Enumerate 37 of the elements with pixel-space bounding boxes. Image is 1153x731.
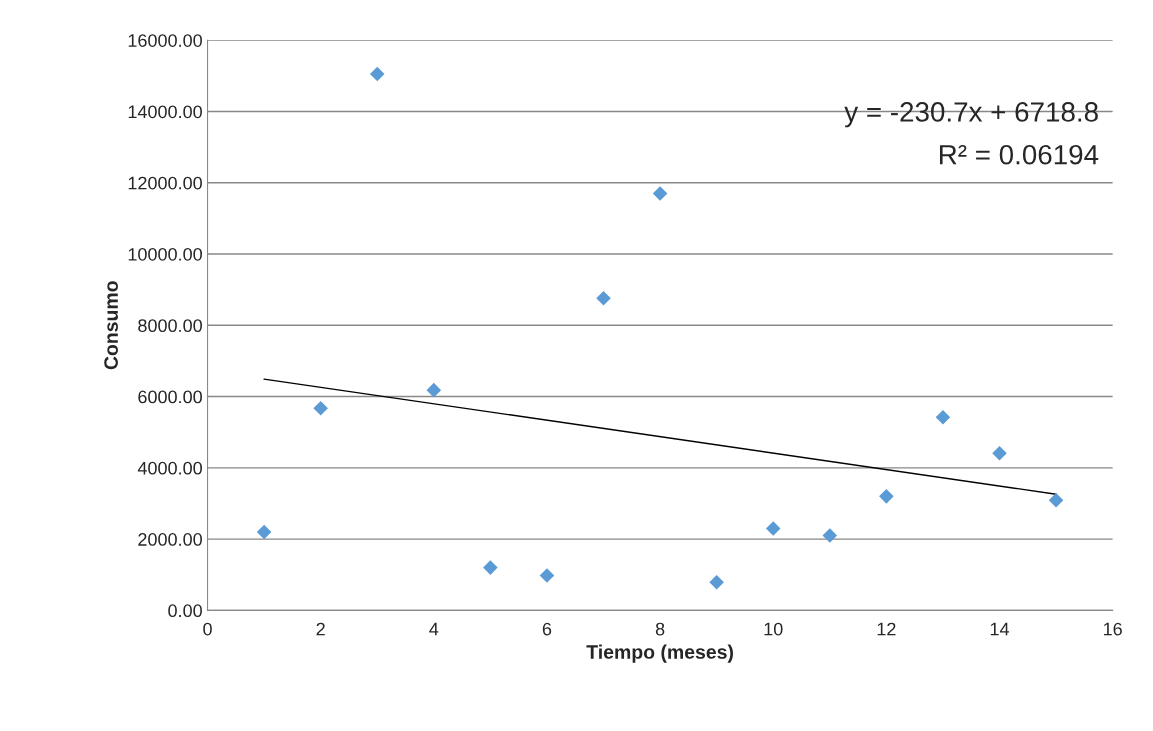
- x-axis-title: Tiempo (meses): [586, 644, 733, 663]
- point: [1048, 492, 1064, 508]
- x-tick-label: 14: [990, 622, 1010, 636]
- x-tick-label: 16: [1103, 622, 1122, 636]
- x-tick-label: 6: [542, 622, 552, 636]
- point: [596, 290, 611, 306]
- point: [765, 521, 781, 536]
- y-tick-label: 2000.00: [138, 533, 202, 546]
- x-tick-label: 8: [655, 622, 665, 636]
- point: [483, 560, 498, 575]
- y-axis-title: Consumo: [104, 281, 118, 370]
- x-tick-label: 12: [877, 622, 896, 636]
- point: [935, 409, 951, 425]
- x-tick-label: 10: [764, 622, 783, 636]
- x-tick-label: 4: [429, 622, 439, 636]
- y-tick-label: 14000.00: [128, 105, 202, 119]
- y-tick-label: 10000.00: [128, 247, 202, 261]
- annotation: y = -230.7x + 6718.8: [844, 102, 1098, 128]
- point: [709, 574, 724, 590]
- y-tick-label: 16000.00: [128, 34, 202, 47]
- x-tick-label: 0: [203, 622, 212, 636]
- y-tick-label: 4000.00: [137, 461, 202, 475]
- y-tick-label: 0.00: [168, 604, 202, 618]
- point: [539, 568, 555, 583]
- x-tick-label: 2: [316, 622, 325, 636]
- point: [426, 382, 442, 398]
- point: [369, 66, 385, 82]
- point: [992, 445, 1007, 461]
- annotation: R² = 0.06194: [939, 144, 1099, 165]
- point: [822, 528, 838, 543]
- point: [652, 186, 668, 201]
- point: [256, 524, 272, 540]
- point: [879, 489, 894, 504]
- y-tick-label: 6000.00: [138, 390, 202, 404]
- y-tick-label: 12000.00: [128, 176, 202, 190]
- point: [313, 401, 328, 416]
- y-tick-label: 8000.00: [138, 319, 202, 333]
